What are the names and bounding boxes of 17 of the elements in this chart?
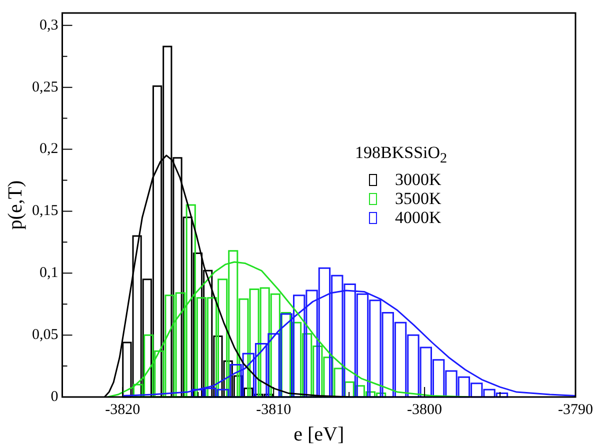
x-tick-label: -3790 — [558, 402, 593, 418]
x-axis-title: e [eV] — [294, 423, 344, 446]
y-tick-label: 0,1 — [40, 265, 58, 282]
x-tick-label: -3800 — [407, 402, 442, 418]
legend-label: 4000K — [395, 208, 442, 228]
y-tick-label: 0,15 — [32, 203, 58, 220]
legend-title: 198BKSSiO$_{2}$ — [355, 143, 448, 168]
x-tick-label: -3820 — [105, 402, 140, 418]
y-axis-title: p(e,T) — [4, 180, 26, 230]
y-tick-label: 0,3 — [40, 17, 58, 34]
legend-label: 3000K — [395, 170, 442, 190]
y-tick-label: 0,05 — [32, 327, 58, 343]
y-tick-label: 0,25 — [32, 79, 58, 96]
y-tick-label: 0,2 — [40, 141, 58, 158]
y-tick-label: 0 — [50, 388, 58, 405]
legend-label: 3500K — [395, 189, 442, 208]
x-tick-label: -3810 — [256, 402, 292, 418]
